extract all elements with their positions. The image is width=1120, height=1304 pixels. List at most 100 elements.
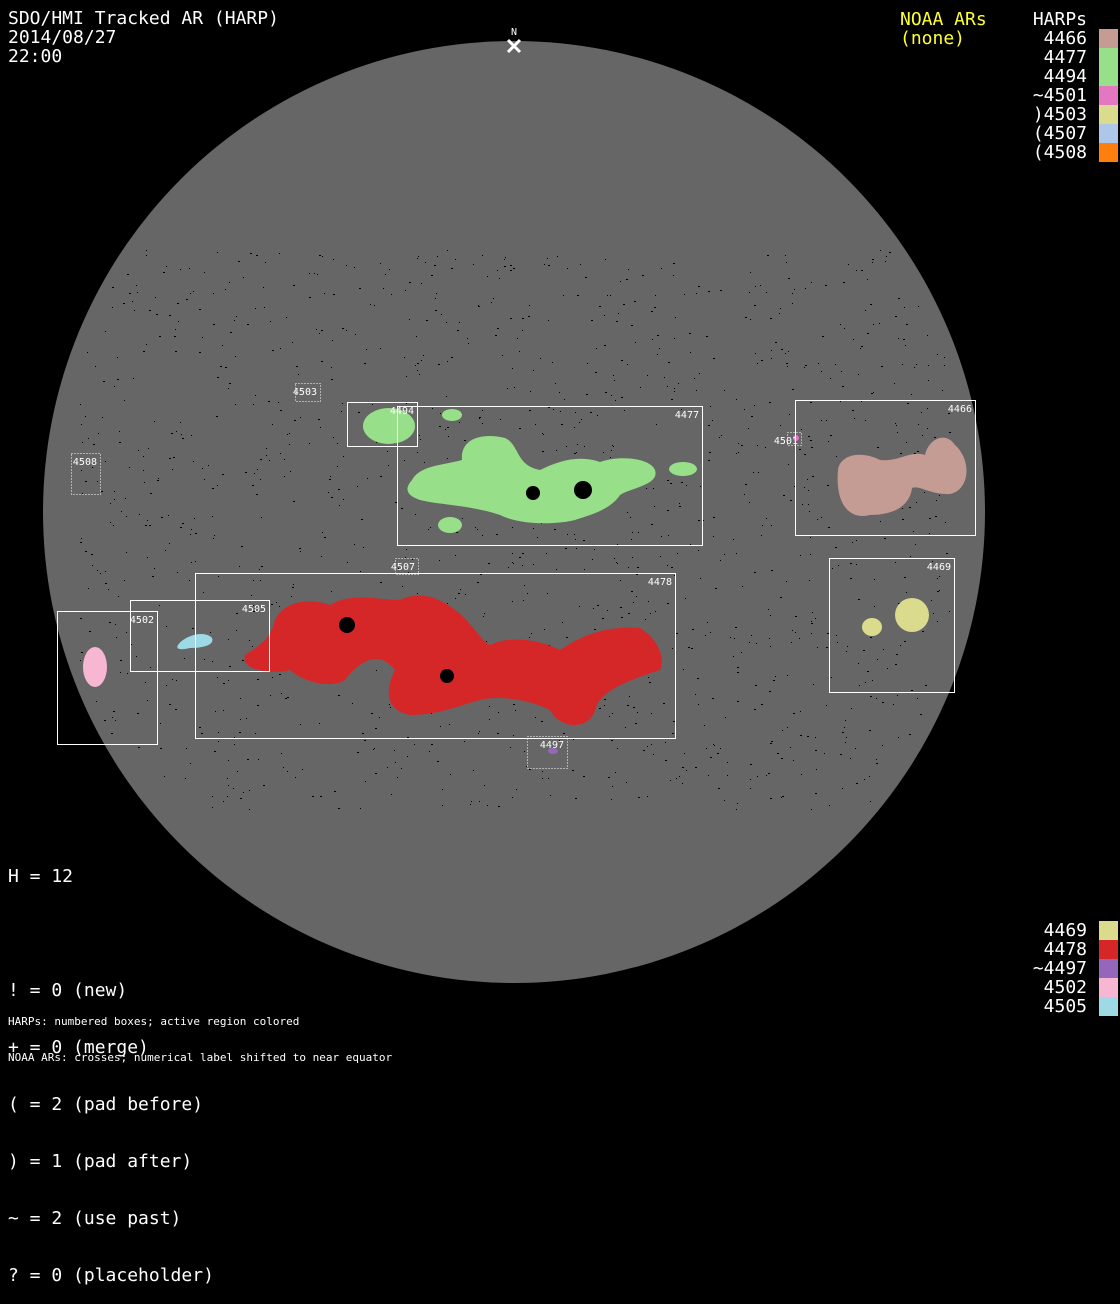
speckle [147,700,148,701]
speckle [838,565,839,566]
speckle [195,533,197,534]
speckle [825,285,827,286]
speckle [768,609,769,610]
speckle [766,775,767,776]
speckle [479,417,481,418]
speckle [629,696,630,697]
speckle [229,666,231,667]
harp-box-4478 [195,573,676,739]
speckle [423,355,424,356]
speckle [544,629,545,630]
speckle [292,342,293,343]
speckle [627,364,628,365]
speckle [319,333,320,334]
speckle [770,318,772,319]
speckle [491,302,492,303]
speckle [861,401,862,402]
harp-color-swatch [1099,29,1118,48]
speckle [896,654,898,655]
speckle [815,750,817,751]
speckle [684,294,685,295]
speckle [697,678,699,679]
speckle [372,404,373,405]
speckle [775,342,777,343]
speckle [111,733,113,734]
speckle [515,710,516,711]
speckle [437,256,438,257]
speckle [766,518,767,519]
speckle [651,744,652,745]
harp-box-4502 [57,611,158,745]
harp-label: 4494 [1043,66,1087,87]
stat-line: ! = 0 (new) [8,980,128,1001]
speckle [291,596,292,597]
speckle [546,553,547,554]
speckle [562,622,563,623]
speckle [742,586,743,587]
speckle [358,412,360,413]
speckle [612,445,613,446]
speckle [858,599,860,600]
speckle [785,353,786,354]
speckle [841,371,842,372]
speckle [114,386,115,387]
speckle [929,533,930,534]
speckle [292,587,294,588]
speckle [548,265,550,266]
speckle [770,646,771,647]
harp-color-swatch [1099,978,1118,997]
speckle [154,421,155,422]
speckle [302,769,303,770]
speckle [175,351,177,352]
speckle [251,595,252,596]
speckle [647,746,648,747]
speckle [280,410,282,411]
speckle [577,444,578,445]
speckle [421,283,422,284]
speckle [105,583,107,584]
speckle [266,455,267,456]
speckle [736,453,737,454]
speckle [944,365,945,366]
speckle [417,452,418,453]
speckle [801,774,802,775]
speckle [242,660,244,661]
speckle [112,307,113,308]
speckle [695,767,697,768]
region-mask-4502 [83,647,107,687]
speckle [354,544,355,545]
speckle [184,658,185,659]
speckle [948,413,950,414]
speckle [896,425,897,426]
stat-line: ? = 0 (placeholder) [8,1265,214,1286]
speckle [309,273,310,274]
speckle [792,303,793,304]
speckle [643,750,645,751]
speckle [653,488,654,489]
speckle [792,389,794,390]
speckle [633,602,634,603]
speckle [713,358,715,359]
speckle [637,567,639,568]
speckle [331,379,333,380]
speckle [946,553,948,554]
speckle [284,459,285,460]
speckle [614,558,615,559]
speckle [479,801,480,802]
speckle [407,737,409,738]
speckle [719,437,720,438]
speckle [580,264,581,265]
speckle [119,442,121,443]
speckle [260,479,261,480]
speckle [555,383,556,384]
speckle [550,795,551,796]
speckle [217,485,218,486]
speckle [223,683,225,684]
speckle [681,482,683,483]
speckle [245,472,247,473]
speckle [261,566,263,567]
speckle [337,443,338,444]
time: 22:00 [8,46,63,67]
speckle [807,479,808,480]
speckle [736,553,737,554]
